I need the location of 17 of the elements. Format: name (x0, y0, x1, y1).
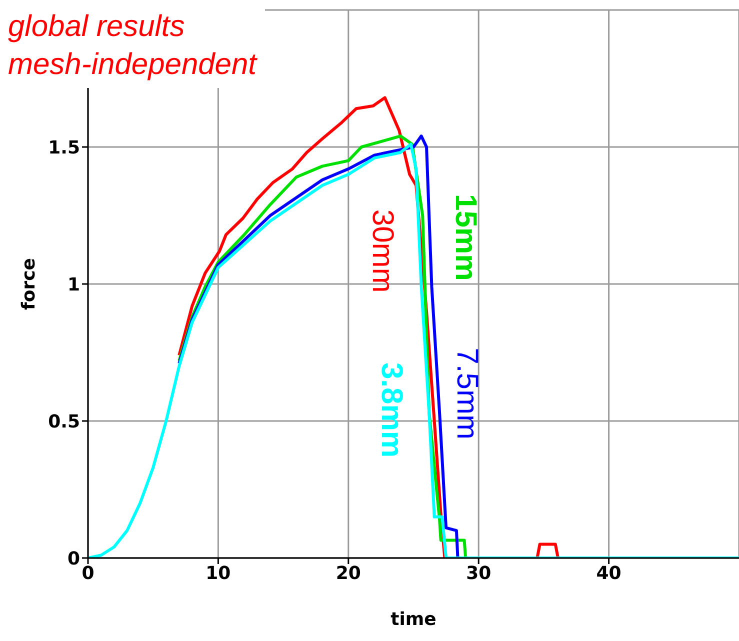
text: 3.8mm (374, 362, 408, 458)
x-tick-label: 40 (596, 562, 622, 584)
y-tick-label: 1.5 (48, 137, 80, 158)
x-tick-label: 20 (336, 562, 361, 584)
chart-title: global results (8, 9, 186, 45)
y-tick-label: 0 (67, 548, 80, 570)
x-tick-label: 30 (466, 562, 492, 584)
text: 30mm (366, 209, 399, 293)
x-tick-label: 10 (206, 562, 231, 584)
text: 15mm (449, 194, 482, 281)
text: mesh-independent (8, 47, 257, 83)
y-tick-label: 0.5 (48, 411, 80, 432)
x-axis-title: time (390, 609, 436, 630)
text: 7.5mm (450, 348, 484, 440)
y-axis-title: force (18, 258, 40, 310)
x-tick-label: 0 (82, 562, 94, 584)
y-tick-label: 1 (67, 274, 80, 296)
